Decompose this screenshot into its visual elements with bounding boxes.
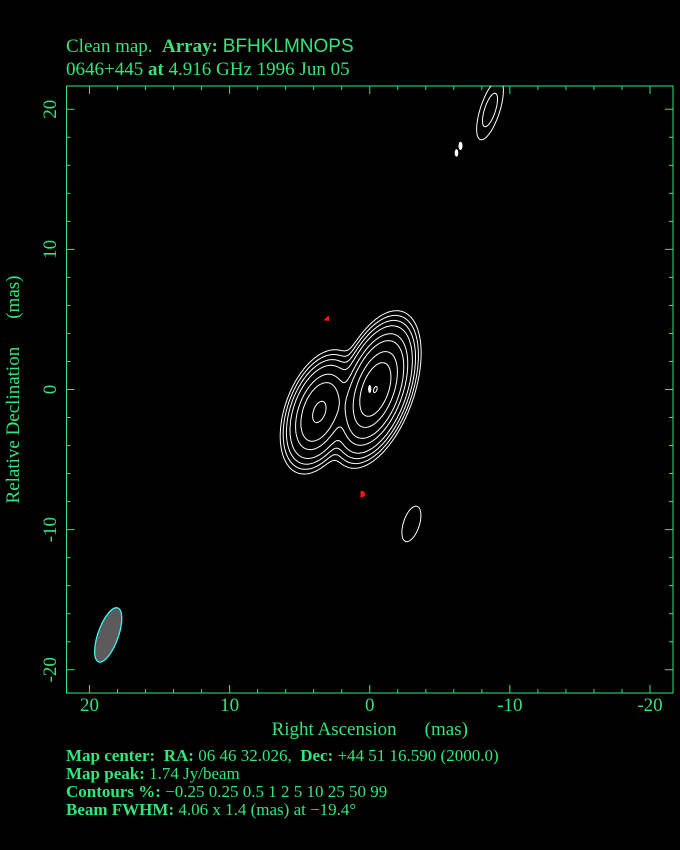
svg-text:0: 0 (40, 385, 61, 395)
svg-text:10: 10 (40, 240, 61, 259)
svg-text:-10: -10 (497, 695, 522, 716)
svg-text:20: 20 (40, 100, 61, 119)
svg-text:0: 0 (365, 695, 375, 716)
svg-text:-10: -10 (40, 517, 61, 542)
svg-text:20: 20 (80, 695, 99, 716)
svg-text:-20: -20 (40, 657, 61, 682)
svg-text:-20: -20 (637, 695, 662, 716)
svg-text:Right Ascension(mas): Right Ascension (mas) (272, 719, 468, 740)
svg-text:10: 10 (220, 695, 239, 716)
svg-text:Relative Declination(mas): Relative Declination(mas) (3, 276, 24, 504)
